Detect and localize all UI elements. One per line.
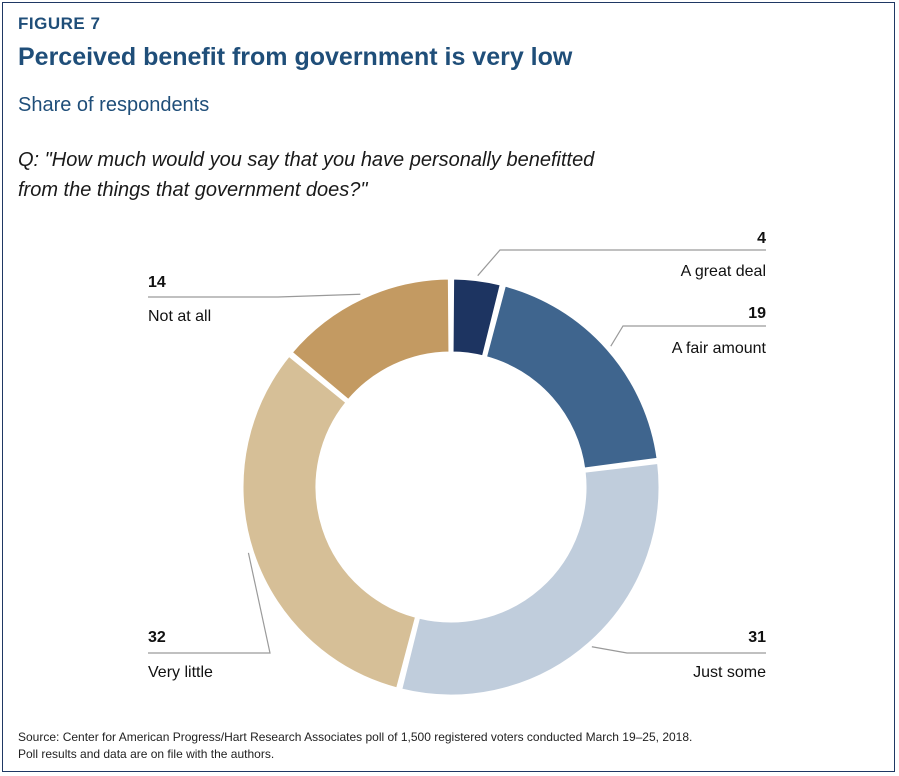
chart-title: Perceived benefit from government is ver…: [18, 43, 573, 71]
donut-slice-very-little: [240, 352, 419, 691]
donut-slice-just-some: [398, 460, 662, 698]
leader-line-a-fair-amount: [610, 325, 766, 347]
leader-line-not-at-all: [148, 293, 361, 298]
chart-subtitle: Share of respondents: [18, 94, 210, 116]
slice-labels: 4 A great deal 19 A fair amount 31 Just some 3…: [148, 230, 767, 681]
source-line-2: Poll results and data are on file with t…: [18, 747, 275, 761]
survey-question: Q: "How much would you say that you have…: [18, 145, 718, 205]
leader-line-very-little: [148, 552, 271, 654]
donut-slice-a-fair-amount: [483, 283, 660, 471]
category-label-very-little: Very little: [148, 664, 213, 681]
leader-lines: [148, 249, 766, 654]
value-label-just-some: 31: [748, 629, 766, 646]
category-label-a-fair-amount: A fair amount: [672, 340, 767, 357]
value-label-a-fair-amount: 19: [748, 305, 766, 322]
category-label-just-some: Just some: [693, 664, 766, 681]
donut-slice-not-at-all: [288, 276, 452, 403]
source-note: Source: Center for American Progress/Har…: [18, 729, 692, 763]
value-label-very-little: 32: [148, 629, 166, 646]
source-line-1: Source: Center for American Progress/Har…: [18, 730, 693, 744]
category-label-a-great-deal: A great deal: [681, 263, 766, 280]
question-line-1: Q: "How much would you say that you have…: [18, 149, 595, 171]
category-label-not-at-all: Not at all: [148, 308, 211, 325]
leader-line-a-great-deal: [477, 249, 766, 277]
value-label-a-great-deal: 4: [757, 230, 766, 247]
question-line-2: from the things that government does?": [18, 179, 368, 201]
figure-label: FIGURE 7: [18, 14, 101, 33]
leader-line-just-some: [591, 646, 766, 654]
donut-slice-a-great-deal: [450, 276, 504, 359]
donut-slices: [240, 276, 662, 698]
value-label-not-at-all: 14: [148, 274, 166, 291]
